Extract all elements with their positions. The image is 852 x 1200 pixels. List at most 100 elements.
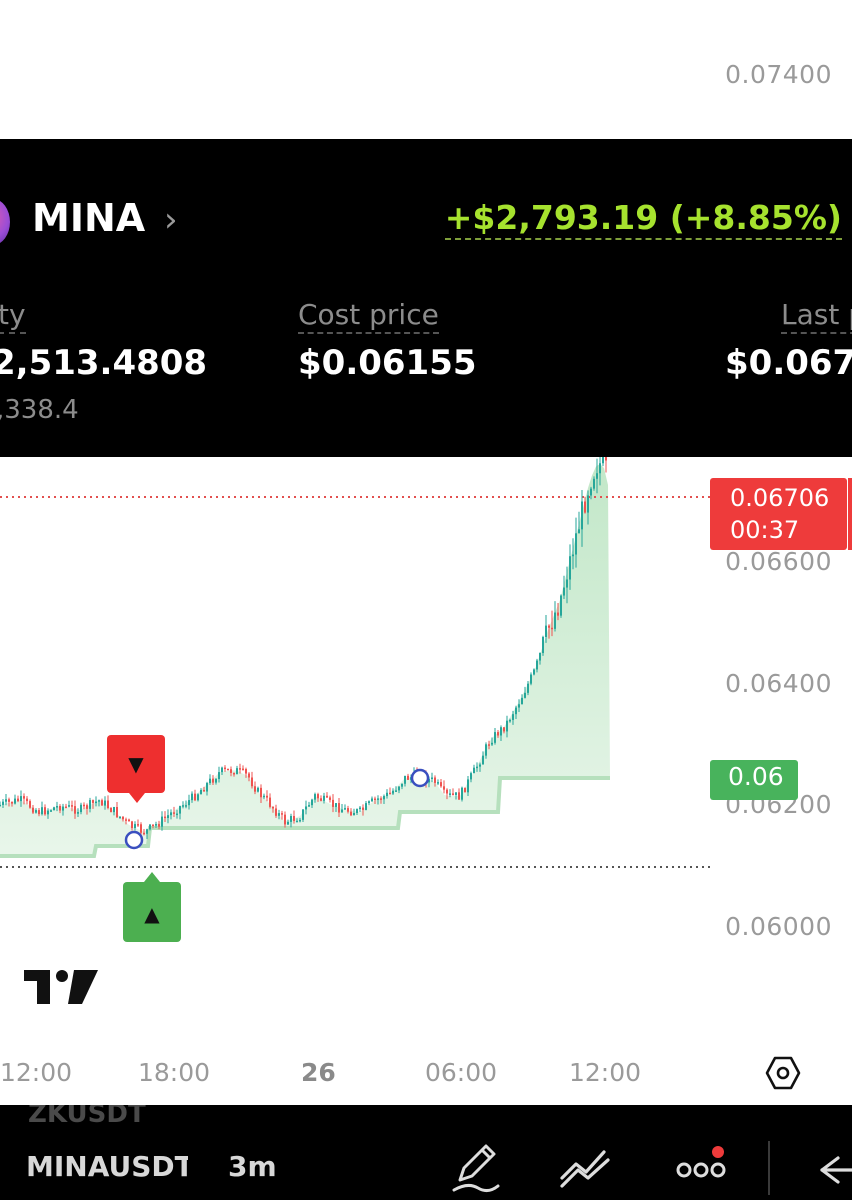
- candle-body: [143, 832, 145, 835]
- candle-body: [371, 798, 373, 802]
- candle-body: [551, 627, 553, 630]
- price-axis-label: 0.06600: [725, 547, 832, 576]
- candle-body: [62, 806, 64, 811]
- price-chart[interactable]: [0, 0, 852, 1105]
- bottom-toolbar: ZKUSDT MINAUSDT 3m: [0, 1105, 852, 1200]
- buy-signal-marker[interactable]: ▲: [123, 872, 181, 942]
- candle-body: [2, 801, 4, 805]
- candle-body: [236, 768, 238, 775]
- candle-body: [107, 800, 109, 809]
- candle-body: [80, 804, 82, 813]
- candle-body: [461, 787, 463, 800]
- candle-body: [503, 727, 505, 732]
- candle-body: [359, 807, 361, 810]
- candle-body: [302, 809, 304, 820]
- candle-body: [458, 792, 460, 800]
- candle-body: [11, 801, 13, 804]
- candle-body: [353, 813, 355, 816]
- candle-body: [26, 798, 28, 802]
- trend-lines-icon[interactable]: [558, 1140, 612, 1194]
- last-price-card-value: $0.0670: [725, 343, 852, 383]
- pencil-icon[interactable]: [448, 1140, 502, 1194]
- tradingview-logo-icon[interactable]: [24, 968, 98, 1006]
- chevron-right-icon[interactable]: ›: [164, 200, 178, 240]
- candle-body: [602, 456, 604, 464]
- candle-body: [581, 501, 583, 530]
- candle-body: [278, 813, 280, 816]
- candle-body: [71, 805, 73, 807]
- candle-body: [554, 612, 556, 629]
- candle-body: [215, 779, 217, 783]
- candle-body: [401, 783, 403, 787]
- candle-body: [41, 807, 43, 815]
- candle-body: [311, 799, 313, 806]
- interval-selector[interactable]: 3m: [228, 1150, 277, 1183]
- candle-body: [242, 768, 244, 771]
- quantity-sub-value: ,338.4: [0, 395, 79, 425]
- candle-body: [605, 456, 607, 461]
- sell-signal-marker[interactable]: ▼: [107, 735, 165, 803]
- candle-body: [320, 798, 322, 801]
- candle-body: [404, 775, 406, 784]
- last-price-badge: 0.06706 00:37: [710, 478, 847, 550]
- candle-body: [86, 805, 88, 809]
- candle-body: [545, 625, 547, 637]
- candle-body: [572, 554, 574, 557]
- candle-body: [125, 819, 127, 821]
- candle-body: [557, 612, 559, 616]
- candle-body: [227, 768, 229, 771]
- candle-body: [200, 790, 202, 795]
- candle-body: [188, 800, 190, 806]
- candle-body: [272, 806, 274, 809]
- position-symbol[interactable]: MINA: [32, 196, 146, 240]
- time-axis-label: 12:00: [0, 1058, 73, 1087]
- candle-body: [44, 807, 46, 815]
- candle-body: [158, 824, 160, 827]
- back-arrow-icon[interactable]: [812, 1140, 852, 1194]
- candle-body: [245, 768, 247, 774]
- quantity-label[interactable]: ty: [0, 298, 26, 334]
- candle-body: [110, 808, 112, 813]
- unrealized-pnl[interactable]: +$2,793.19 (+8.85%): [444, 198, 842, 240]
- price-axis-label: 0.07400: [725, 60, 832, 89]
- candle-body: [173, 812, 175, 814]
- candle-body: [92, 800, 94, 803]
- candle-body: [251, 777, 253, 787]
- position-card[interactable]: MINA › +$2,793.19 (+8.85%) ty 2,513.4808…: [0, 139, 852, 457]
- candle-body: [431, 777, 433, 780]
- candle-body: [38, 810, 40, 815]
- candle-body: [374, 798, 376, 801]
- candle-body: [341, 809, 343, 813]
- candle-body: [440, 782, 442, 787]
- more-dots-icon[interactable]: [674, 1140, 728, 1194]
- candle-body: [308, 805, 310, 807]
- candle-body: [362, 807, 364, 810]
- candle-body: [134, 824, 136, 829]
- candle-body: [287, 821, 289, 825]
- symbol-selector[interactable]: MINAUSDT: [26, 1150, 188, 1183]
- candle-body: [464, 787, 466, 793]
- candle-body: [473, 767, 475, 774]
- candle-body: [365, 803, 367, 810]
- candle-body: [560, 595, 562, 616]
- candle-body: [335, 803, 337, 807]
- last-price-label[interactable]: Last p: [781, 298, 852, 334]
- hexagon-settings-icon[interactable]: [765, 1055, 801, 1091]
- candle-body: [284, 814, 286, 825]
- candle-body: [455, 792, 457, 795]
- candle-body: [434, 777, 436, 783]
- candle-body: [377, 798, 379, 800]
- candle-body: [77, 812, 79, 814]
- candle-body: [389, 792, 391, 795]
- candle-body: [161, 816, 163, 827]
- candle-body: [548, 625, 550, 628]
- candle-body: [386, 792, 388, 797]
- cost-price-label[interactable]: Cost price: [298, 298, 439, 334]
- candle-body: [239, 768, 241, 770]
- candle-body: [395, 790, 397, 792]
- candle-body: [101, 800, 103, 806]
- candle-body: [452, 793, 454, 795]
- candle-body: [98, 800, 100, 802]
- candle-body: [179, 806, 181, 814]
- candle-body: [587, 495, 589, 513]
